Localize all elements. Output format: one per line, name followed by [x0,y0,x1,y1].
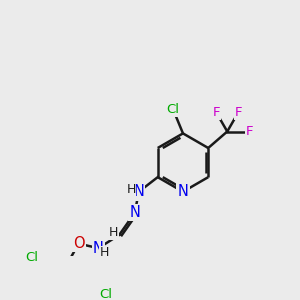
Text: H: H [109,226,118,239]
Text: F: F [212,106,220,119]
Text: F: F [246,125,253,138]
Text: O: O [73,236,84,251]
Text: Cl: Cl [166,103,179,116]
Text: N: N [178,184,188,199]
Text: Cl: Cl [99,288,112,300]
Text: H: H [99,246,109,259]
Text: Cl: Cl [25,251,38,264]
Text: N: N [133,184,144,200]
Text: F: F [235,106,242,119]
Text: H: H [126,183,136,196]
Text: N: N [129,205,140,220]
Text: N: N [93,241,104,256]
